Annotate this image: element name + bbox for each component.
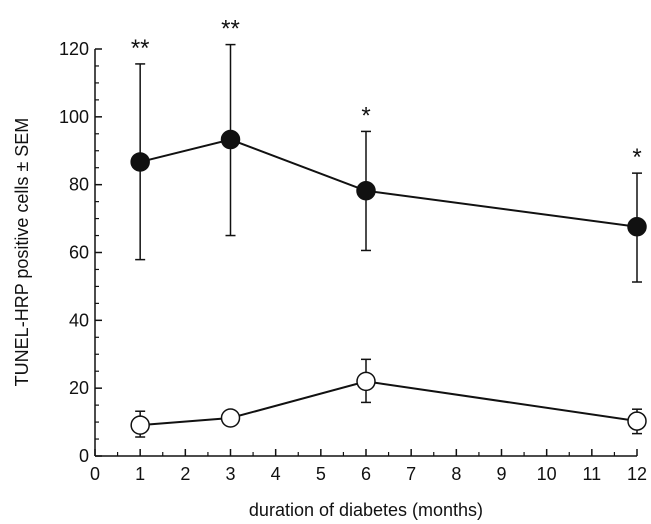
x-tick-label: 5 (316, 464, 326, 484)
y-tick-label: 120 (59, 39, 89, 59)
data-point (356, 371, 376, 392)
y-tick-label: 20 (69, 378, 89, 398)
y-axis-label: TUNEL-HRP positive cells ± SEM (12, 118, 32, 387)
x-tick-label: 1 (135, 464, 145, 484)
x-tick-label: 12 (627, 464, 647, 484)
x-tick-label: 0 (90, 464, 100, 484)
data-point (220, 408, 241, 428)
x-tick-label: 11 (582, 464, 601, 484)
y-tick-label: 60 (69, 243, 89, 263)
x-tick-label: 10 (537, 464, 557, 484)
series-1: ****** (130, 16, 647, 283)
significance-label: ** (221, 16, 240, 43)
y-tick-label: 80 (69, 175, 89, 195)
data-point (356, 181, 376, 201)
x-tick-label: 7 (406, 464, 416, 484)
data-point (130, 152, 150, 172)
x-tick-label: 3 (225, 464, 235, 484)
x-axis-label: duration of diabetes (months) (249, 500, 483, 520)
x-tick-label: 9 (496, 464, 506, 484)
significance-label: * (361, 102, 370, 129)
series-2 (130, 358, 647, 438)
y-tick-label: 40 (69, 310, 89, 330)
data-point (627, 411, 647, 431)
data-point (627, 216, 647, 237)
x-tick-label: 2 (180, 464, 190, 484)
x-tick-label: 6 (361, 464, 371, 484)
significance-label: ** (131, 35, 150, 62)
plot-area: ****** (130, 16, 647, 438)
series-line (140, 380, 638, 427)
x-tick-label: 4 (271, 464, 281, 484)
y-tick-label: 0 (79, 446, 89, 466)
y-tick-label: 100 (59, 107, 89, 127)
data-point (130, 415, 150, 435)
x-tick-label: 8 (451, 464, 461, 484)
data-point (220, 129, 241, 150)
significance-label: * (632, 144, 641, 171)
series-line (139, 138, 638, 228)
